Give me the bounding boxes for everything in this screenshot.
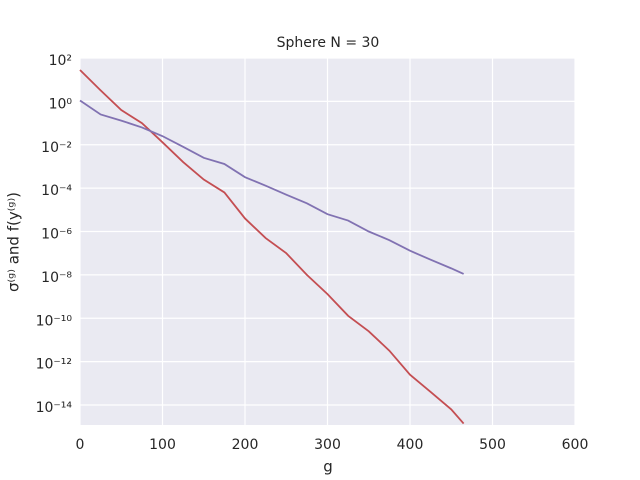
series-line	[79, 99, 465, 275]
y-tick-label: 10⁻⁸	[41, 270, 72, 286]
y-tick-label: 10⁻¹⁴	[36, 400, 73, 416]
x-tick-label: 500	[479, 437, 506, 453]
x-tick-label: 100	[149, 437, 176, 453]
x-tick-label: 200	[232, 437, 259, 453]
y-axis-label: σ⁽ᵍ⁾ and f(y⁽ᵍ⁾)	[5, 192, 23, 292]
y-tick-label: 10⁻¹²	[36, 357, 72, 373]
x-tick-label: 600	[562, 437, 589, 453]
series-line	[79, 69, 465, 425]
y-tick-label: 10⁻⁶	[41, 227, 72, 243]
x-tick-label: 400	[397, 437, 424, 453]
chart-title: Sphere N = 30	[277, 35, 380, 51]
y-tick-label: 10⁻⁴	[41, 183, 72, 199]
x-axis-label: g	[323, 458, 333, 476]
y-tick-label: 10⁻¹⁰	[36, 313, 73, 329]
y-tick-label: 10⁻²	[41, 140, 72, 156]
x-tick-label: 0	[76, 437, 85, 453]
y-tick-label: 10²	[49, 53, 72, 69]
x-tick-label: 300	[314, 437, 341, 453]
y-tick-label: 10⁰	[49, 96, 73, 112]
